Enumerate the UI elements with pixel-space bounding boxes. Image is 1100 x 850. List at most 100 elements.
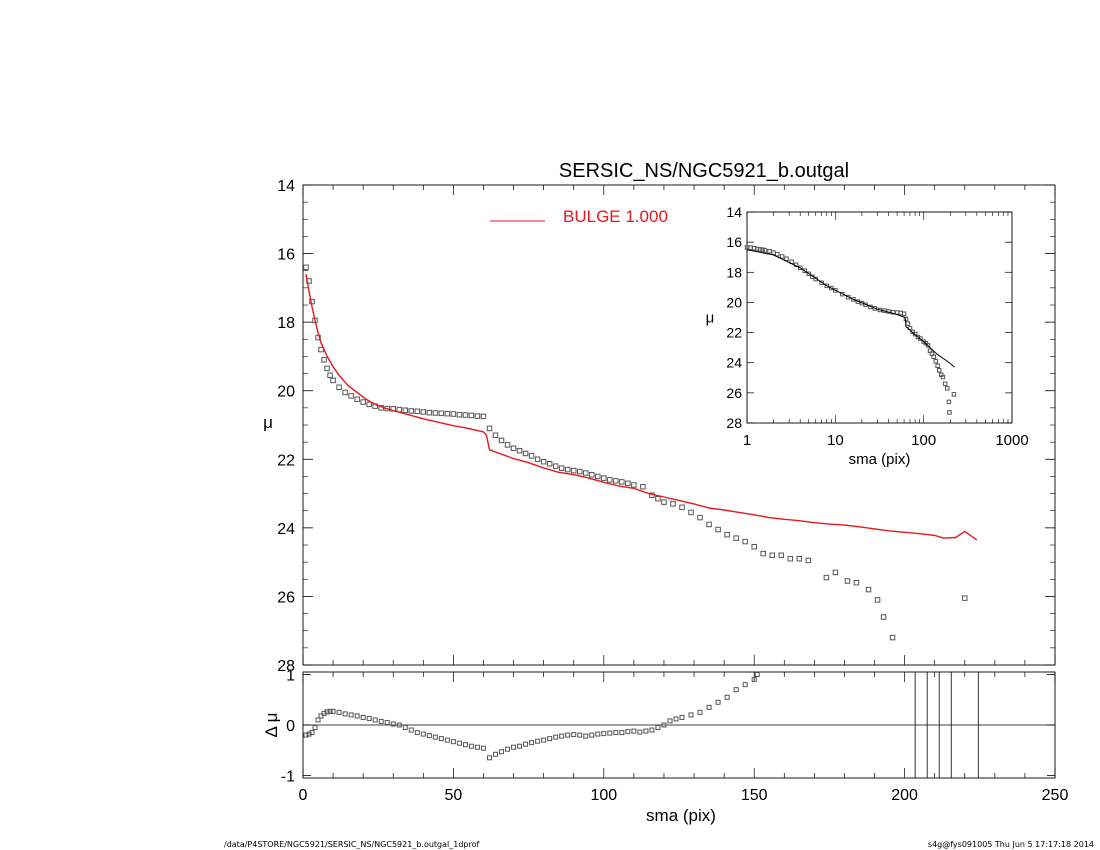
- main-data-point: [724, 531, 730, 538]
- resid-y-tick-label: -1: [281, 768, 295, 785]
- main-data-point: [558, 465, 565, 471]
- main-data-point: [474, 413, 481, 419]
- residual-point: [517, 743, 523, 749]
- main-bulge-line: [305, 273, 978, 541]
- residual-point: [462, 742, 468, 748]
- inset-data-point: [942, 381, 948, 387]
- residual-point: [724, 694, 730, 700]
- main-y-tick-label: 18: [277, 315, 295, 332]
- resid-x-tick-label: 200: [891, 787, 918, 804]
- residual-point: [661, 722, 667, 728]
- resid-y-tick-label: 1: [286, 668, 295, 685]
- main-data-point: [522, 450, 529, 457]
- residual-point: [312, 725, 318, 731]
- main-data-point: [844, 578, 851, 584]
- resid-x-axis-label: sma (pix): [646, 806, 716, 825]
- residual-point: [673, 716, 679, 722]
- main-data-point: [832, 569, 839, 576]
- residual-point: [679, 714, 685, 720]
- main-data-point: [742, 538, 748, 545]
- residual-point: [667, 718, 673, 724]
- legend-label: BULGE 1.000: [563, 207, 668, 226]
- residual-point: [402, 725, 408, 731]
- residual-point: [438, 736, 444, 742]
- inset-y-tick-label: 18: [726, 264, 742, 280]
- main-data-point: [751, 543, 757, 550]
- inset-data-point: [912, 331, 918, 337]
- main-data-point: [486, 425, 493, 432]
- main-y-axis-label: μ: [263, 413, 273, 432]
- main-data-point: [625, 480, 631, 487]
- residual-point: [715, 699, 721, 705]
- main-data-point: [480, 413, 487, 420]
- residual-point: [631, 728, 637, 734]
- main-data-point: [414, 408, 421, 415]
- inset-y-tick-label: 20: [726, 294, 742, 310]
- main-data-point: [327, 372, 333, 379]
- main-data-point: [570, 467, 577, 474]
- main-data-point: [697, 514, 703, 521]
- resid-x-tick-label: 100: [590, 787, 617, 804]
- resid-y-axis-label: Δ μ: [262, 713, 281, 738]
- main-data-point: [402, 407, 409, 414]
- residual-point: [456, 740, 462, 746]
- main-data-point: [769, 552, 775, 559]
- residual-point: [529, 740, 535, 746]
- main-data-point: [962, 595, 968, 601]
- inset-log-panel: 14 16 18 20 22 24 26 281 10 100 1000 sma (pix) μ: [706, 204, 1029, 468]
- inset-y-axis-label: μ: [706, 310, 715, 327]
- main-data-point: [330, 377, 336, 384]
- resid-x-tick-label: 50: [445, 787, 463, 804]
- inset-data-point: [774, 251, 780, 257]
- residual-point: [523, 741, 529, 747]
- resid-x-tick-label: 0: [299, 787, 308, 804]
- main-data-point: [528, 453, 535, 459]
- inset-model-line: [746, 249, 955, 368]
- residual-point: [505, 746, 511, 752]
- resid-x-tick-label: 150: [741, 787, 768, 804]
- main-y-tick-label: 20: [277, 384, 295, 401]
- residual-point: [751, 677, 757, 683]
- inset-x-tick-label: 10: [827, 432, 844, 449]
- residual-point: [309, 730, 315, 736]
- residual-point: [372, 717, 378, 723]
- inset-data-point: [851, 297, 856, 302]
- main-data-point: [631, 482, 637, 488]
- residual-point: [637, 729, 643, 735]
- residual-point: [378, 718, 384, 724]
- main-data-point: [450, 411, 457, 417]
- residual-point: [706, 704, 712, 710]
- main-data-point: [865, 586, 872, 593]
- inset-x-axis-label: sma (pix): [849, 451, 911, 468]
- main-data-point: [595, 473, 601, 480]
- residual-point: [553, 734, 559, 740]
- residual-point: [396, 722, 402, 728]
- main-data-point: [321, 357, 327, 363]
- inset-data-point: [760, 247, 765, 252]
- residual-point: [535, 738, 541, 744]
- main-data-point: [426, 409, 433, 416]
- inset-data-point: [935, 363, 940, 368]
- inset-data-point: [824, 283, 830, 289]
- residual-point: [577, 732, 583, 738]
- main-data-point: [420, 409, 427, 415]
- residual-point: [450, 739, 456, 745]
- residual-point: [366, 715, 372, 721]
- residual-point: [303, 732, 309, 738]
- inset-data-point: [806, 271, 811, 277]
- residual-point: [468, 743, 474, 749]
- residual-point: [589, 732, 595, 738]
- main-data-point: [688, 509, 694, 516]
- inset-data-point: [767, 248, 772, 254]
- inset-frame: [746, 211, 1013, 424]
- residual-point: [559, 733, 565, 739]
- inset-data-point: [945, 386, 950, 391]
- resid-y-tick-label: 0: [286, 718, 295, 735]
- main-data-point: [796, 555, 803, 562]
- residual-point: [688, 712, 694, 718]
- inset-data-point: [936, 368, 942, 373]
- residual-point: [324, 709, 330, 715]
- inset-y-tick-label: 14: [726, 204, 742, 220]
- residual-point: [625, 729, 631, 735]
